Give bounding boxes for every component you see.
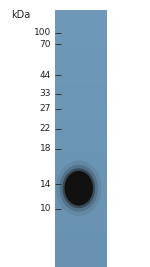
Text: 70: 70 <box>39 40 51 49</box>
Text: 14: 14 <box>40 180 51 189</box>
Text: 100: 100 <box>34 28 51 37</box>
Text: 18: 18 <box>39 144 51 153</box>
Text: 33: 33 <box>39 89 51 99</box>
Text: 22: 22 <box>40 124 51 133</box>
Text: kDa: kDa <box>11 10 30 20</box>
Text: 10: 10 <box>39 204 51 213</box>
Ellipse shape <box>64 171 93 206</box>
Ellipse shape <box>56 160 102 216</box>
Text: 44: 44 <box>40 71 51 80</box>
Text: 27: 27 <box>40 104 51 113</box>
Ellipse shape <box>60 165 98 212</box>
Ellipse shape <box>62 168 95 208</box>
